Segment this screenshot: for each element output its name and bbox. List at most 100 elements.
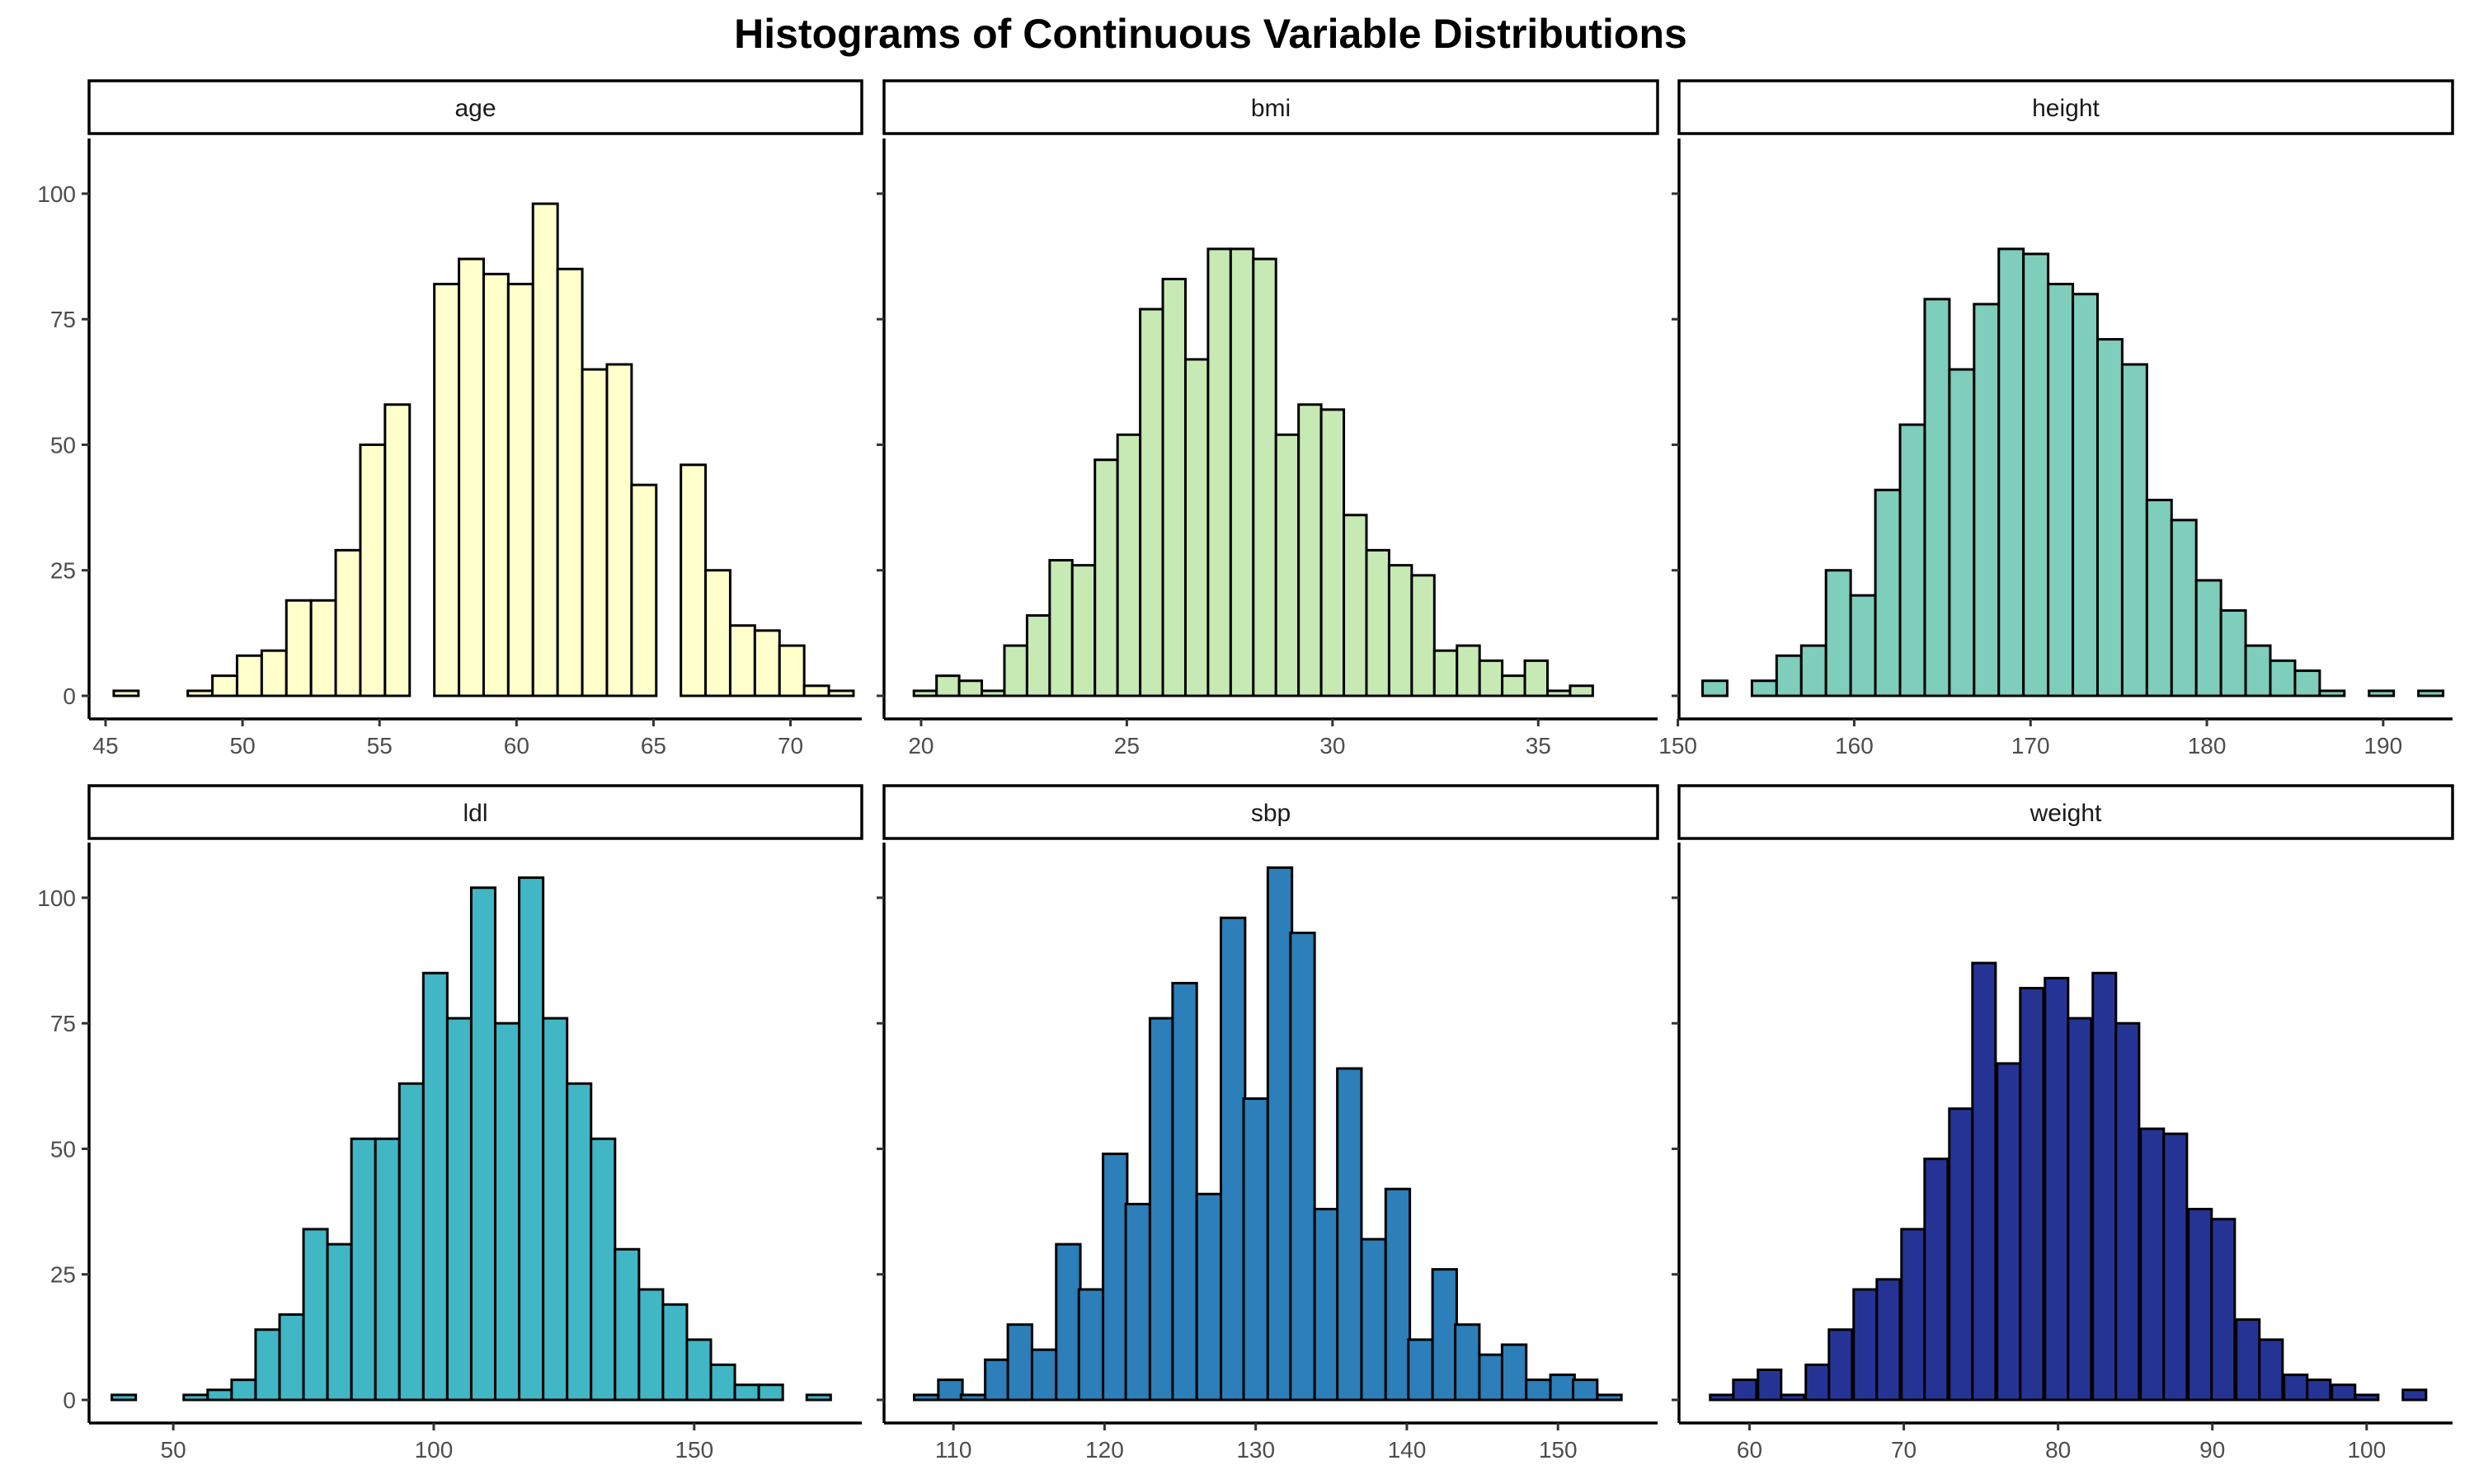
histogram-bar <box>1971 961 1997 1402</box>
histogram-bar <box>254 1328 281 1402</box>
histogram-bar <box>981 689 1006 697</box>
histogram-bar <box>2194 579 2222 697</box>
histogram-bar <box>2210 1218 2236 1402</box>
histogram-bar <box>1923 298 1951 697</box>
histogram-bar <box>397 1082 425 1402</box>
histogram-bar <box>1501 674 1526 697</box>
y-tick-label: 50 <box>50 432 76 458</box>
histogram-bar <box>1996 1062 2022 1402</box>
histogram-bar <box>2139 1127 2166 1402</box>
strip-box <box>882 79 1659 135</box>
histogram-bar <box>1824 569 1852 697</box>
histogram-bar <box>186 689 214 697</box>
histogram-bar <box>685 1338 713 1402</box>
histogram-bar <box>1997 247 2025 697</box>
histogram-bar <box>1266 866 1294 1402</box>
histogram-bar <box>1139 308 1164 697</box>
histogram-bar <box>1407 1338 1434 1402</box>
histogram-bar <box>2417 689 2445 697</box>
histogram-bar <box>957 679 984 697</box>
histogram-bar <box>2067 1017 2093 1402</box>
histogram-bar <box>1161 277 1187 697</box>
x-tick-label: 100 <box>2347 1437 2386 1463</box>
histogram-bar <box>1775 654 1803 697</box>
histogram-bar <box>1102 1153 1129 1402</box>
histogram-bar <box>1701 679 1729 697</box>
histogram-bar <box>1454 1323 1481 1402</box>
histogram-bar <box>1343 514 1368 697</box>
x-tick-label: 20 <box>908 733 934 758</box>
histogram-bar <box>1500 1343 1528 1402</box>
histogram-bar <box>1709 1393 1735 1402</box>
histogram-bar <box>182 1393 209 1402</box>
histogram-bar <box>1572 1378 1599 1402</box>
y-tick-label: 25 <box>50 1262 76 1288</box>
histogram-bar <box>637 1288 665 1402</box>
y-tick-label: 25 <box>50 558 76 584</box>
histogram-bar <box>1297 403 1323 697</box>
histogram-bar <box>112 689 140 697</box>
y-tick-label: 0 <box>63 683 76 709</box>
histogram-bar <box>1478 1353 1505 1402</box>
x-tick-label: 140 <box>1388 1437 1427 1463</box>
histogram-bar <box>1077 1288 1105 1402</box>
histogram-bar <box>2269 659 2297 697</box>
histogram-bar <box>1229 247 1255 697</box>
histogram-bar <box>1948 368 1976 697</box>
histogram-bar <box>661 1303 689 1402</box>
panel-weight: weight 60 70 80 90 100 <box>1672 784 2454 1463</box>
histogram-bar <box>1124 1202 1151 1402</box>
histogram-bar <box>531 202 559 697</box>
histogram-bar <box>1431 1268 1458 1402</box>
chart-title: Histograms of Continuous Variable Distri… <box>734 11 1687 57</box>
histogram-bar <box>1875 1278 1902 1402</box>
histogram-bar <box>1432 649 1459 697</box>
x-tick-label: 100 <box>415 1437 454 1463</box>
histogram-bar <box>1827 1328 1854 1402</box>
histogram-bar <box>1852 1288 1879 1402</box>
histogram-bar <box>482 272 510 697</box>
panel-age: age 0 25 50 75 100 45 50 55 60 65 70 <box>37 79 863 758</box>
histogram-bar <box>1804 1363 1831 1402</box>
histogram-bar <box>1546 689 1572 697</box>
histogram-bar <box>614 1247 641 1402</box>
histogram-bar <box>1360 1237 1387 1402</box>
histogram-bar <box>350 1137 377 1402</box>
histogram-bar <box>359 443 387 697</box>
histogram-bar <box>2235 1318 2261 1402</box>
histogram-bar <box>1055 1242 1082 1402</box>
y-tick-label: 75 <box>50 1011 76 1036</box>
strip-label: weight <box>2030 800 2102 827</box>
histogram-bar <box>2306 1378 2332 1402</box>
histogram-bar <box>260 649 288 697</box>
strip-label: sbp <box>1251 800 1291 827</box>
histogram-bar <box>1874 488 1902 697</box>
histogram-bar <box>2022 252 2050 697</box>
strip-box <box>87 79 863 135</box>
x-tick-label: 70 <box>778 733 803 758</box>
histogram-bar <box>605 363 633 697</box>
histogram-bar <box>285 599 313 697</box>
histogram-bar <box>309 599 337 697</box>
histogram-bar <box>2187 1208 2213 1402</box>
histogram-bar <box>733 1383 760 1402</box>
histogram-bar <box>542 1017 569 1402</box>
x-tick-label: 50 <box>161 1437 186 1463</box>
x-tick-label: 120 <box>1085 1437 1124 1463</box>
histogram-bar <box>383 403 412 697</box>
histogram-bar <box>912 1393 940 1402</box>
strip-box <box>882 784 1659 840</box>
histogram-bar <box>1478 659 1504 697</box>
histogram-bar <box>1923 1158 1950 1402</box>
histogram-bar <box>2318 689 2346 697</box>
x-tick-label: 80 <box>2045 1437 2071 1463</box>
strip-box <box>87 784 863 840</box>
histogram-bar <box>2162 1132 2189 1402</box>
y-tick-label: 100 <box>37 885 76 911</box>
histogram-bar <box>581 368 609 697</box>
histogram-bar <box>1336 1067 1363 1402</box>
histogram-bar <box>1006 1323 1033 1402</box>
strip-label: height <box>2032 95 2100 122</box>
histogram-bar <box>1025 614 1051 697</box>
